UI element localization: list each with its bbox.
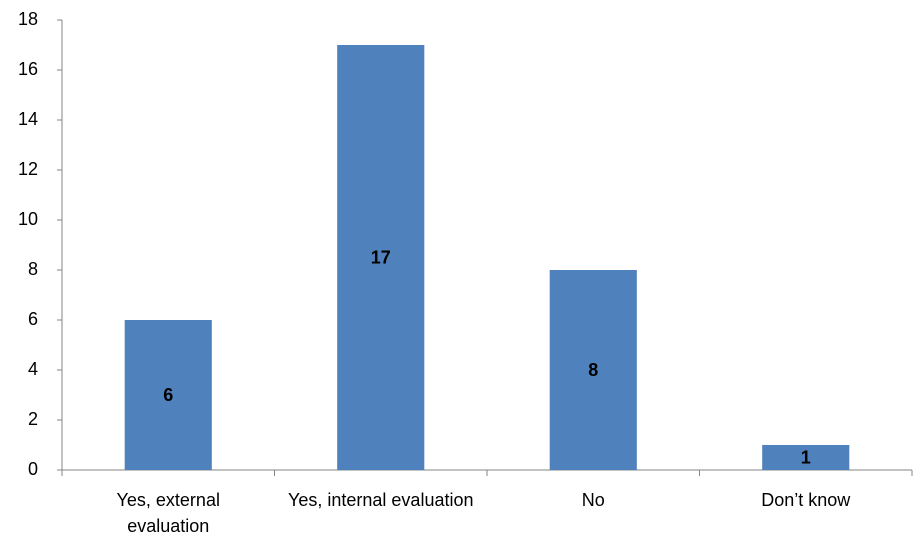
x-tick-label: Yes, external evaluation (116, 490, 220, 536)
data-label: 8 (588, 360, 598, 380)
bar (549, 270, 637, 470)
y-tick-label: 12 (18, 159, 38, 179)
y-tick-label: 0 (28, 459, 38, 479)
bar (337, 45, 425, 470)
data-label: 6 (163, 385, 173, 405)
bar (124, 320, 212, 470)
y-tick-label: 14 (18, 109, 38, 129)
data-label: 17 (371, 247, 391, 267)
x-tick-label: No (581, 490, 605, 510)
y-tick-label: 10 (18, 209, 38, 229)
y-tick-label: 6 (28, 309, 38, 329)
x-tick-label: Don’t know (761, 490, 851, 510)
y-tick-label: 18 (18, 9, 38, 29)
x-tick-label: Yes, internal evaluation (288, 490, 474, 510)
y-tick-label: 2 (28, 409, 38, 429)
y-tick-label: 16 (18, 59, 38, 79)
bar (762, 445, 850, 470)
data-label: 1 (801, 447, 811, 467)
y-tick-label: 4 (28, 359, 38, 379)
y-tick-label: 8 (28, 259, 38, 279)
